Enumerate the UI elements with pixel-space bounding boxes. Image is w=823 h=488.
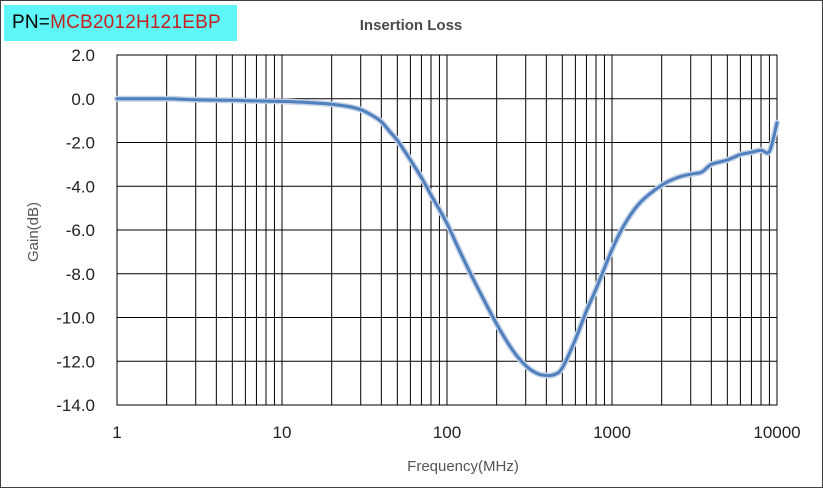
chart-title: Insertion Loss <box>360 17 463 34</box>
part-number-label: PN= <box>12 12 51 33</box>
y-tick-label: -8.0 <box>66 265 95 284</box>
y-axis-label: Gain(dB) <box>25 202 42 262</box>
series-group <box>114 95 780 379</box>
part-number-value: MCB2012H121EBP <box>50 12 221 33</box>
y-tick-label: -4.0 <box>66 177 95 196</box>
y-tick-label: -14.0 <box>56 396 95 415</box>
y-tick-label: 2.0 <box>71 46 95 65</box>
x-tick-label: 10000 <box>753 423 800 442</box>
series-line <box>115 97 779 378</box>
y-tick-label: -12.0 <box>56 352 95 371</box>
part-number-banner: PN= MCB2012H121EBP <box>4 5 237 41</box>
y-tick-label: -6.0 <box>66 221 95 240</box>
x-tick-label: 10 <box>273 423 292 442</box>
x-tick-labels: 1 10 100 1000 10000 <box>112 423 800 442</box>
y-tick-label: -2.0 <box>66 134 95 153</box>
x-tick-label: 1000 <box>593 423 631 442</box>
y-tick-label: -10.0 <box>56 309 95 328</box>
x-tick-label: 100 <box>433 423 461 442</box>
x-axis-label: Frequency(MHz) <box>407 458 519 475</box>
y-tick-label: 0.0 <box>71 90 95 109</box>
plot-grid <box>116 54 778 406</box>
y-tick-labels: 2.0 0.0 -2.0 -4.0 -6.0 -8.0 -10.0 -12.0 -14.0 <box>56 46 95 415</box>
x-tick-label: 1 <box>112 423 121 442</box>
